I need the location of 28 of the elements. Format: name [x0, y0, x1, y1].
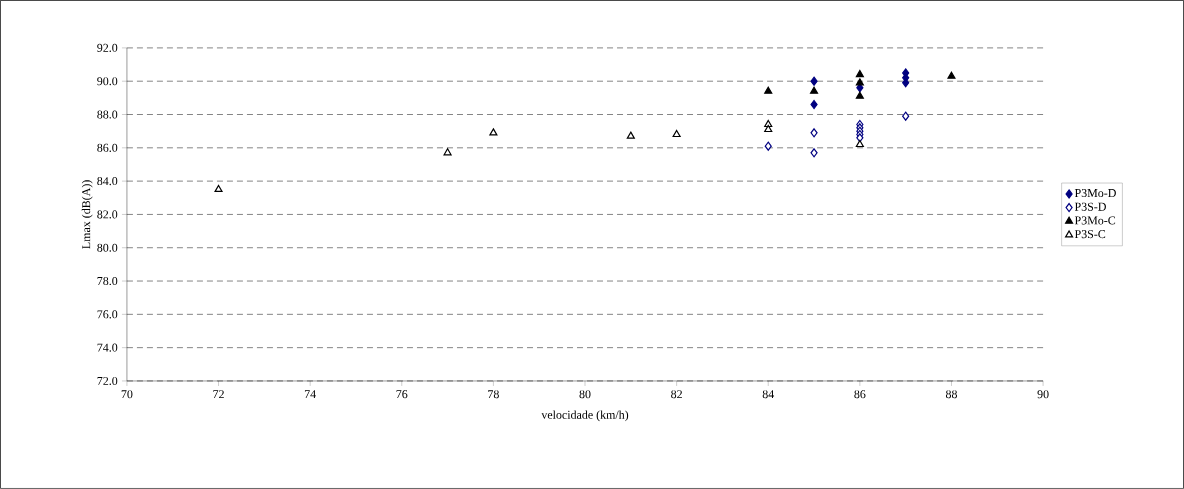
legend-label: P3Mo-C — [1074, 216, 1116, 225]
x-tick-label: 70 — [121, 390, 133, 399]
x-tick-label: 86 — [854, 390, 866, 399]
y-tick-label: 76.0 — [97, 310, 118, 319]
y-tick-label: 92.0 — [97, 43, 118, 53]
x-tick-label: 72 — [213, 390, 224, 399]
x-tick-label: 76 — [396, 390, 408, 399]
y-tick-label: 80.0 — [97, 243, 118, 252]
y-tick-label: 84.0 — [97, 177, 118, 186]
y-tick-label: 90.0 — [97, 77, 118, 86]
y-tick-label: 74.0 — [97, 343, 118, 352]
y-axis-title: Lmax (dB(A)) — [81, 180, 93, 249]
legend-label: P3S-C — [1074, 230, 1106, 239]
legend-label: P3S-D — [1074, 202, 1106, 211]
x-axis-title: velocidade (km/h) — [541, 410, 629, 422]
y-tick-label: 86.0 — [97, 143, 118, 152]
x-tick-label: 78 — [488, 390, 499, 399]
y-tick-label: 72.0 — [97, 376, 118, 386]
x-tick-label: 82 — [671, 390, 682, 399]
y-tick-label: 82.0 — [97, 210, 118, 219]
x-tick-label: 74 — [304, 390, 316, 399]
x-tick-label: 88 — [945, 390, 957, 399]
y-tick-label: 88.0 — [97, 110, 118, 119]
x-tick-label: 84 — [762, 390, 775, 399]
y-tick-label: 78.0 — [97, 277, 118, 286]
x-tick-label: 80 — [579, 390, 591, 399]
x-tick-label: 90 — [1037, 390, 1049, 399]
legend-label: P3Mo-D — [1074, 189, 1116, 198]
